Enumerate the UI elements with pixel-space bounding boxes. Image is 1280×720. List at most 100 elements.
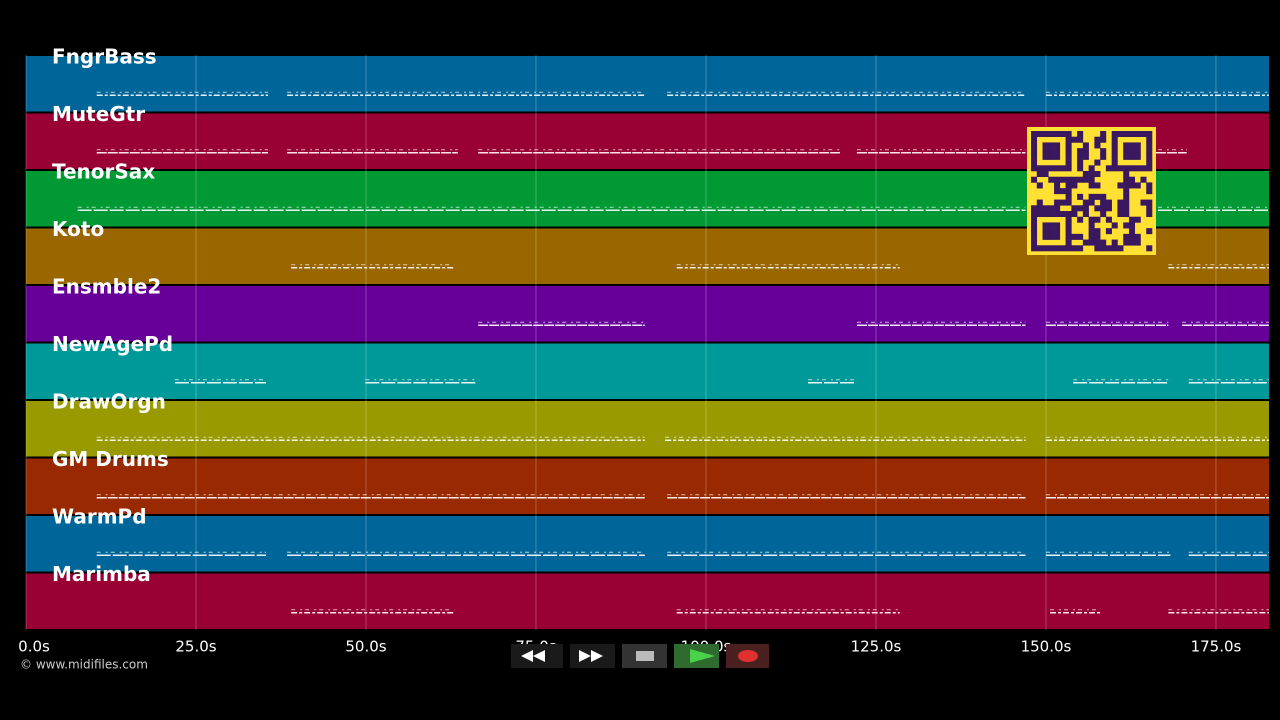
qr-cell bbox=[1105, 205, 1112, 212]
lane-label: Marimba bbox=[52, 562, 151, 586]
qr-cell bbox=[1065, 216, 1072, 223]
qr-cell bbox=[1054, 148, 1061, 155]
qr-cell bbox=[1123, 193, 1130, 200]
qr-cell bbox=[1031, 245, 1038, 252]
qr-cell bbox=[1071, 176, 1078, 183]
qr-cell bbox=[1128, 142, 1136, 149]
qr-cell bbox=[1117, 182, 1124, 189]
qr-cell bbox=[1031, 165, 1038, 172]
qr-cell bbox=[1117, 165, 1124, 172]
qr-cell bbox=[1117, 199, 1124, 206]
x-tick-label: 25.0s bbox=[175, 638, 216, 656]
qr-cell bbox=[1036, 131, 1043, 138]
qr-cell bbox=[1123, 211, 1130, 218]
qr-cell bbox=[1065, 148, 1072, 155]
qr-cell bbox=[1065, 153, 1072, 160]
qr-cell bbox=[1082, 239, 1089, 246]
qr-cell bbox=[1054, 228, 1061, 235]
qr-cell bbox=[1100, 239, 1107, 246]
qr-cell bbox=[1105, 216, 1112, 223]
qr-cell bbox=[1031, 239, 1038, 246]
qr-cell bbox=[1123, 165, 1130, 172]
qr-cell bbox=[1082, 211, 1089, 218]
qr-cell bbox=[1128, 165, 1136, 172]
lane-label: GM Drums bbox=[52, 447, 169, 471]
qr-cell bbox=[1077, 216, 1084, 223]
qr-cell bbox=[1071, 136, 1078, 143]
stop-icon bbox=[636, 651, 654, 661]
qr-cell bbox=[1031, 136, 1038, 143]
qr-cell bbox=[1071, 211, 1078, 218]
qr-cell bbox=[1111, 142, 1118, 149]
qr-cell bbox=[1036, 171, 1043, 178]
qr-cell bbox=[1146, 245, 1153, 252]
qr-cell bbox=[1088, 239, 1095, 246]
lane-label: NewAgePd bbox=[52, 332, 173, 356]
rewind-icon bbox=[521, 650, 545, 662]
credit: © www.midifiles.com bbox=[20, 658, 148, 672]
play-icon bbox=[690, 649, 715, 663]
qr-cell bbox=[1128, 148, 1136, 155]
qr-cell bbox=[1071, 245, 1078, 252]
x-tick-label: 175.0s bbox=[1191, 638, 1242, 656]
qr-cell bbox=[1088, 176, 1095, 183]
qr-cell bbox=[1111, 222, 1118, 229]
qr-cell bbox=[1088, 171, 1095, 178]
notes bbox=[77, 91, 1269, 614]
qr-cell bbox=[1123, 188, 1130, 195]
qr-cell bbox=[1054, 165, 1061, 172]
qr-cell bbox=[1042, 205, 1049, 212]
qr-cell bbox=[1088, 182, 1095, 189]
lane-label: MuteGtr bbox=[52, 102, 145, 126]
qr-cell bbox=[1128, 233, 1136, 240]
lane-label: FngrBass bbox=[52, 45, 157, 69]
qr-cell bbox=[1100, 148, 1107, 155]
lane-label: TenorSax bbox=[52, 160, 155, 184]
qr-cell bbox=[1146, 159, 1153, 166]
qr-cell bbox=[1105, 199, 1112, 206]
qr-cell bbox=[1094, 182, 1101, 189]
qr-cell bbox=[1134, 182, 1141, 189]
qr-code bbox=[1027, 127, 1156, 255]
qr-cell bbox=[1146, 205, 1153, 212]
x-tick-label: 150.0s bbox=[1021, 638, 1072, 656]
qr-cell bbox=[1071, 233, 1078, 240]
qr-cell bbox=[1094, 142, 1101, 149]
qr-cell bbox=[1036, 211, 1043, 218]
qr-cell bbox=[1117, 245, 1124, 252]
qr-cell bbox=[1054, 245, 1061, 252]
qr-cell bbox=[1123, 176, 1130, 183]
qr-cell bbox=[1065, 199, 1072, 206]
qr-cell bbox=[1094, 159, 1101, 166]
qr-cell bbox=[1094, 245, 1101, 252]
qr-cell bbox=[1036, 205, 1043, 212]
qr-cell bbox=[1128, 216, 1136, 223]
qr-cell bbox=[1082, 171, 1089, 178]
qr-cell bbox=[1128, 153, 1136, 160]
transport bbox=[511, 644, 769, 668]
qr-cell bbox=[1111, 131, 1118, 138]
qr-cell bbox=[1134, 153, 1141, 160]
qr-cell bbox=[1088, 193, 1095, 200]
qr-cell bbox=[1054, 176, 1061, 183]
record-icon bbox=[738, 650, 758, 662]
qr-cell bbox=[1065, 222, 1072, 229]
qr-cell bbox=[1048, 153, 1055, 160]
qr-cell bbox=[1048, 245, 1055, 252]
qr-cell bbox=[1077, 245, 1084, 252]
qr-cell bbox=[1054, 233, 1061, 240]
qr-cell bbox=[1094, 193, 1101, 200]
qr-cell bbox=[1048, 228, 1055, 235]
qr-cell bbox=[1059, 188, 1066, 195]
qr-cell bbox=[1065, 233, 1072, 240]
qr-cell bbox=[1054, 199, 1061, 206]
qr-cell bbox=[1111, 153, 1118, 160]
qr-cell bbox=[1065, 176, 1072, 183]
qr-cell bbox=[1031, 142, 1038, 149]
qr-cell bbox=[1059, 245, 1066, 252]
qr-cell bbox=[1128, 182, 1136, 189]
lane bbox=[26, 573, 1269, 629]
qr-cell bbox=[1048, 142, 1055, 149]
qr-cell bbox=[1094, 171, 1101, 178]
